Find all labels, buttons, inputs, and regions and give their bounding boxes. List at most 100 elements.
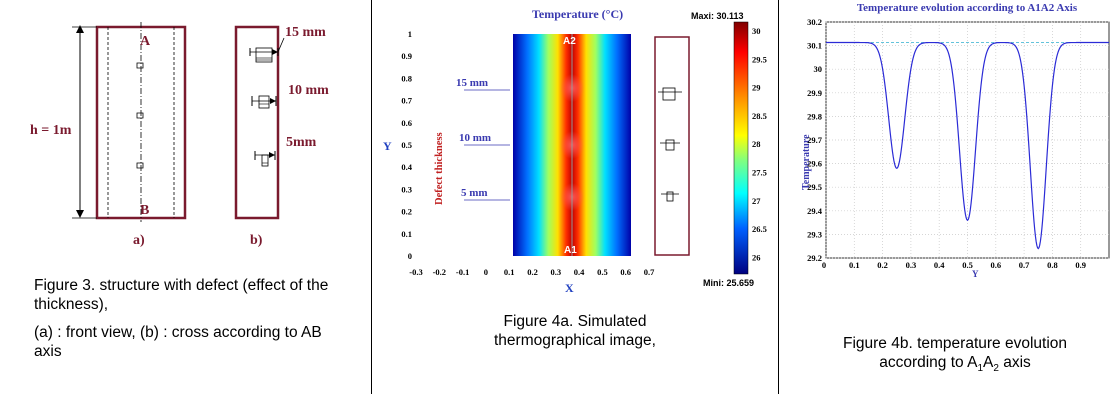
chart-x-tick: 0.1 xyxy=(849,260,860,270)
colorbar-tick: 26 xyxy=(752,252,761,262)
temperature-series-line xyxy=(826,41,1109,250)
thermal-x-tick: 0.2 xyxy=(527,267,538,277)
caption-sub1: 1 xyxy=(977,363,983,375)
chart-y-tick: 29.3 xyxy=(807,229,822,239)
colorbar-tick: 29.5 xyxy=(752,54,767,64)
chart-x-tick: 0.6 xyxy=(990,260,1001,270)
figure-3-diagram: h = 1m A B a) xyxy=(30,22,329,248)
figure-4a-panel: Temperature (°C) Maxi: 30.113 Mini: 25.6… xyxy=(372,0,779,394)
thermal-y-tick: 0.2 xyxy=(401,207,412,217)
caption-4b-line1: Figure 4b. temperature evolution xyxy=(842,335,1068,352)
label-a: A xyxy=(140,34,151,49)
figure-4a-caption: Figure 4a. Simulated thermographical ima… xyxy=(494,313,656,349)
thermal-y-tick: 0.8 xyxy=(401,73,412,83)
colorbar-tick: 28.5 xyxy=(752,111,767,121)
chart-x-tick: 0.4 xyxy=(934,260,945,270)
thermal-x-tick: 0.5 xyxy=(597,267,608,277)
chart-x-tick: 0.3 xyxy=(906,260,917,270)
thermal-x-tick: 0.3 xyxy=(550,267,561,277)
chart-y-tick: 29.5 xyxy=(807,182,822,192)
chart-grid xyxy=(825,21,1110,259)
chart-y-tick: 29.4 xyxy=(807,206,823,216)
chart-x-tick: 0.8 xyxy=(1047,260,1058,270)
thermal-image: Temperature (°C) Maxi: 30.113 Mini: 25.6… xyxy=(383,7,767,295)
chart-title: Temperature evolution according to A1A2 … xyxy=(857,2,1078,14)
caption-4b-line2: according to A xyxy=(879,354,978,371)
y-axis-label: Y xyxy=(383,139,392,153)
thermal-y-tick: 0.5 xyxy=(401,140,412,150)
thermal-y-tick: 0.1 xyxy=(401,229,412,239)
label-a1: A1 xyxy=(564,245,577,256)
thermal-x-tick: -0.1 xyxy=(456,267,469,277)
colorbar-tick: 27 xyxy=(752,196,761,206)
dim-15mm: 15 mm xyxy=(285,25,326,40)
panel-divider-2 xyxy=(778,0,779,394)
temperature-chart: Temperature evolution according to A1A2 … xyxy=(801,2,1110,279)
arrow-5mm-label: 5 mm xyxy=(461,187,488,199)
caption-sub2: 2 xyxy=(993,363,999,375)
thermal-y-ticks: 1 0.9 0.8 0.7 0.6 0.5 0.4 0.3 0.2 0.1 0 xyxy=(401,29,412,261)
chart-y-tick: 29.9 xyxy=(807,88,822,98)
chart-y-tick: 30.1 xyxy=(807,41,822,51)
caption-end: axis xyxy=(998,354,1031,371)
thermal-x-tick: 0 xyxy=(484,267,488,277)
chart-y-tick: 29.8 xyxy=(807,111,822,121)
figure-3-panel: h = 1m A B a) xyxy=(0,0,372,394)
defect-thickness-label: Defect thickness xyxy=(434,132,445,205)
dim-10mm: 10 mm xyxy=(288,83,329,98)
colorbar-tick: 29 xyxy=(752,83,761,93)
chart-y-axis-label: Temperature xyxy=(801,134,812,190)
thermal-x-tick: 0.1 xyxy=(504,267,515,277)
colorbar-tick: 26.5 xyxy=(752,224,767,234)
colorbar xyxy=(733,21,749,275)
thermal-y-tick: 0.6 xyxy=(401,118,412,128)
thermal-x-tick: -0.2 xyxy=(433,267,446,277)
mini-label: Mini: 25.659 xyxy=(703,278,754,288)
colorbar-ticks: 30 29.5 29 28.5 28 27.5 27 26.5 26 xyxy=(752,26,767,262)
maxi-label: Maxi: 30.113 xyxy=(691,11,744,21)
chart-y-tick: 30.2 xyxy=(807,17,822,27)
chart-y-tick: 29.6 xyxy=(807,159,822,169)
figure-4b-caption: Figure 4b. temperature evolution accordi… xyxy=(795,334,1115,378)
thermal-y-tick: 0.4 xyxy=(401,162,412,172)
chart-y-tick: 29.2 xyxy=(807,253,822,263)
chart-x-axis-label: Y xyxy=(972,269,979,279)
label-b: B xyxy=(140,203,149,218)
dim-5mm: 5mm xyxy=(286,135,317,150)
thermal-y-tick: 0.7 xyxy=(401,96,412,106)
arrow-10mm-label: 10 mm xyxy=(459,132,491,144)
caption-mid: A xyxy=(983,354,994,371)
chart-x-tick: 0.5 xyxy=(962,260,973,270)
colorbar-tick: 28 xyxy=(752,139,761,149)
cross-section-rect xyxy=(234,25,280,220)
label-a2: A2 xyxy=(563,36,576,47)
colorbar-tick: 30 xyxy=(752,26,761,36)
x-axis-label: X xyxy=(565,281,574,295)
thermal-x-ticks: -0.3 -0.2 -0.1 0 0.1 0.2 0.3 0.4 0.5 0.6 0.7 xyxy=(409,267,655,277)
colorbar-tick: 27.5 xyxy=(752,168,767,178)
chart-ticks: 30.2 30.1 30 29.9 29.8 29.7 29.6 29.5 29.4 29.3 29… xyxy=(807,17,1086,270)
figure-3-caption-views: (a) : front view, (b) : cross according … xyxy=(34,324,322,360)
thermal-y-tick: 0.9 xyxy=(401,51,412,61)
chart-y-tick: 29.7 xyxy=(807,135,823,145)
thermal-title: Temperature (°C) xyxy=(532,7,623,21)
arrow-15mm-label: 15 mm xyxy=(456,77,488,89)
thermal-x-tick: 0.4 xyxy=(574,267,585,277)
thermal-cross-section xyxy=(654,36,690,256)
chart-x-tick: 0.7 xyxy=(1019,260,1030,270)
panel-divider xyxy=(371,0,372,394)
height-label: h = 1m xyxy=(30,123,72,138)
subfig-a-label: a) xyxy=(133,233,145,248)
chart-x-tick: 0 xyxy=(822,260,826,270)
thermal-x-tick: -0.3 xyxy=(409,267,422,277)
chart-y-tick: 30 xyxy=(814,64,823,74)
thermal-y-tick: 0 xyxy=(408,251,412,261)
figure-3-caption: Figure 3. structure with defect (effect … xyxy=(34,277,329,313)
thermal-y-tick: 1 xyxy=(408,29,412,39)
subfig-b-label: b) xyxy=(250,233,263,248)
thermal-x-tick: 0.6 xyxy=(620,267,631,277)
chart-x-tick: 0.2 xyxy=(877,260,888,270)
figure-4b-panel: Temperature evolution according to A1A2 … xyxy=(779,0,1118,394)
defect-15mm xyxy=(249,37,285,63)
thermal-y-tick: 0.3 xyxy=(401,184,412,194)
